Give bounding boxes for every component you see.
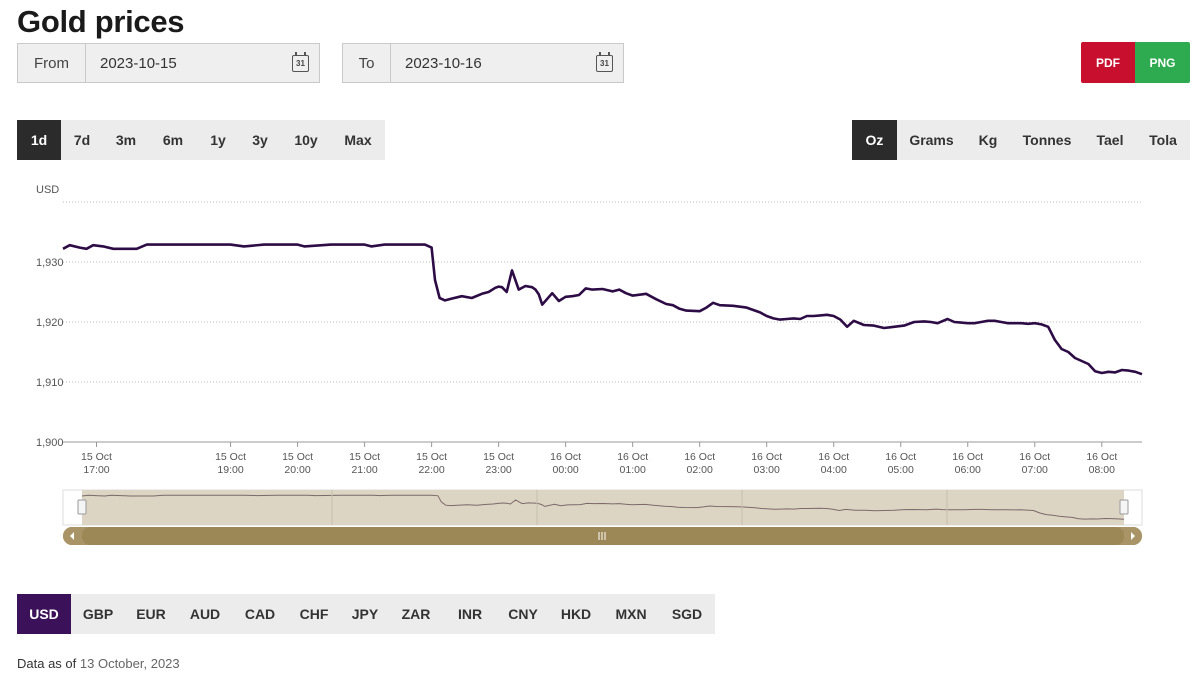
to-date-input[interactable]: 2023-10-16 31 <box>391 44 623 82</box>
pdf-export-button[interactable]: PDF <box>1081 42 1135 83</box>
navigator-handle[interactable] <box>77 499 87 515</box>
x-tick-label: 15 Oct <box>215 451 246 463</box>
x-tick-label: 16 Oct <box>751 451 782 463</box>
from-date-input[interactable]: 2023-10-15 31 <box>86 44 319 82</box>
calendar-icon[interactable]: 31 <box>596 52 613 72</box>
from-date-group: From 2023-10-15 31 <box>17 43 320 83</box>
navigator-series <box>81 494 1125 520</box>
unit-button-oz[interactable]: Oz <box>852 120 897 160</box>
range-button-6m[interactable]: 6m <box>162 132 184 148</box>
to-label: To <box>343 44 391 82</box>
currency-button-zar[interactable]: ZAR <box>401 606 431 622</box>
x-tick-label: 01:00 <box>620 464 646 476</box>
unit-button-tola[interactable]: Tola <box>1149 132 1177 148</box>
x-tick-label: 23:00 <box>485 464 511 476</box>
x-tick-label: 16 Oct <box>617 451 648 463</box>
y-axis-unit-label: USD <box>36 184 59 196</box>
x-tick-label: 15 Oct <box>81 451 112 463</box>
range-button-1y[interactable]: 1y <box>210 132 226 148</box>
x-tick-label: 16 Oct <box>1019 451 1050 463</box>
currency-button-gbp[interactable]: GBP <box>82 606 114 622</box>
from-label: From <box>18 44 86 82</box>
x-tick-label: 16 Oct <box>684 451 715 463</box>
chevron-left-icon <box>70 532 74 540</box>
currency-selector: USD GBP EUR AUD CAD CHF JPY ZAR INR CNY HKD MXN SGD <box>17 594 715 634</box>
currency-button-jpy[interactable]: JPY <box>351 606 379 622</box>
x-tick-label: 02:00 <box>687 464 713 476</box>
unit-button-grams[interactable]: Grams <box>909 132 954 148</box>
currency-button-hkd[interactable]: HKD <box>560 606 592 622</box>
price-line <box>62 243 1143 376</box>
data-as-of-prefix: Data as of <box>17 656 77 671</box>
calendar-icon[interactable]: 31 <box>292 52 309 72</box>
x-tick-label: 21:00 <box>351 464 377 476</box>
scrollbar-thumb[interactable] <box>82 527 1124 545</box>
range-button-3y[interactable]: 3y <box>252 132 268 148</box>
time-range-selector: 1d 7d 3m 6m 1y 3y 10y Max <box>17 120 385 160</box>
x-tick-label: 03:00 <box>754 464 780 476</box>
x-tick-label: 16 Oct <box>1086 451 1117 463</box>
range-button-max[interactable]: Max <box>344 132 372 148</box>
currency-button-sgd[interactable]: SGD <box>671 606 703 622</box>
to-date-group: To 2023-10-16 31 <box>342 43 624 83</box>
x-tick-label: 15 Oct <box>349 451 380 463</box>
unit-button-tonnes[interactable]: Tonnes <box>1022 132 1072 148</box>
x-tick-label: 15 Oct <box>483 451 514 463</box>
data-as-of-date: 13 October, 2023 <box>79 656 180 671</box>
currency-button-cad[interactable]: CAD <box>244 606 276 622</box>
page-title: Gold prices <box>17 4 185 39</box>
x-tick-label: 04:00 <box>821 464 847 476</box>
unit-button-kg[interactable]: Kg <box>978 132 998 148</box>
data-as-of: Data as of 13 October, 2023 <box>17 656 180 671</box>
y-tick-label: 1,920 <box>36 317 64 329</box>
currency-button-mxn[interactable]: MXN <box>615 606 647 622</box>
y-tick-label: 1,900 <box>36 437 64 449</box>
calendar-day-text: 31 <box>296 59 305 68</box>
currency-button-inr[interactable]: INR <box>457 606 483 622</box>
to-date-value: 2023-10-16 <box>405 54 482 72</box>
x-tick-label: 16 Oct <box>885 451 916 463</box>
x-tick-label: 15 Oct <box>282 451 313 463</box>
unit-selector: Oz Grams Kg Tonnes Tael Tola <box>852 120 1190 160</box>
y-tick-label: 1,910 <box>36 377 64 389</box>
currency-button-usd[interactable]: USD <box>17 594 71 634</box>
x-tick-label: 20:00 <box>284 464 310 476</box>
y-tick-label: 1,930 <box>36 257 64 269</box>
x-tick-label: 00:00 <box>552 464 578 476</box>
x-tick-label: 16 Oct <box>952 451 983 463</box>
range-button-10y[interactable]: 10y <box>294 132 318 148</box>
png-export-button[interactable]: PNG <box>1135 42 1190 83</box>
range-button-3m[interactable]: 3m <box>115 132 137 148</box>
unit-button-tael[interactable]: Tael <box>1096 132 1124 148</box>
x-tick-label: 22:00 <box>418 464 444 476</box>
currency-button-chf[interactable]: CHF <box>299 606 329 622</box>
x-tick-label: 17:00 <box>83 464 109 476</box>
range-button-1d[interactable]: 1d <box>17 120 61 160</box>
x-tick-label: 07:00 <box>1022 464 1048 476</box>
x-tick-label: 16 Oct <box>818 451 849 463</box>
range-button-7d[interactable]: 7d <box>73 132 91 148</box>
x-tick-label: 06:00 <box>955 464 981 476</box>
currency-button-eur[interactable]: EUR <box>136 606 166 622</box>
currency-button-aud[interactable]: AUD <box>189 606 221 622</box>
navigator-handle[interactable] <box>1119 499 1129 515</box>
chevron-right-icon <box>1131 532 1135 540</box>
x-tick-label: 05:00 <box>888 464 914 476</box>
from-date-value: 2023-10-15 <box>100 54 177 72</box>
x-tick-label: 19:00 <box>217 464 243 476</box>
calendar-day-text: 31 <box>600 59 609 68</box>
x-tick-label: 16 Oct <box>550 451 581 463</box>
currency-button-cny[interactable]: CNY <box>508 606 538 622</box>
x-tick-label: 08:00 <box>1089 464 1115 476</box>
x-tick-label: 15 Oct <box>416 451 447 463</box>
